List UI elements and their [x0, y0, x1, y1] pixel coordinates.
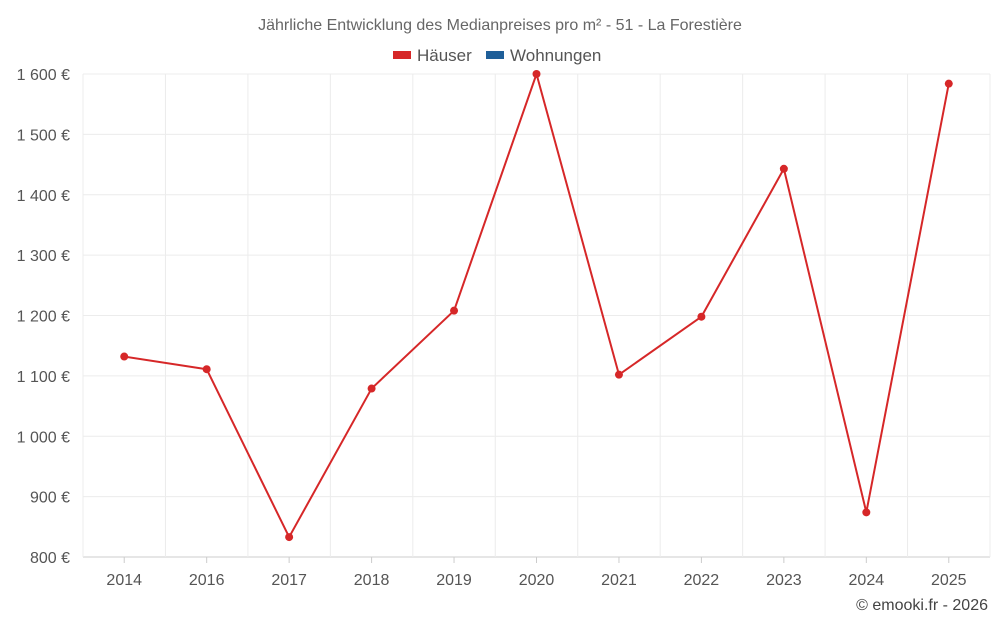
data-point[interactable] [285, 533, 294, 542]
data-point[interactable] [120, 352, 129, 361]
y-tick-label: 1 000 € [17, 429, 70, 446]
data-point[interactable] [532, 70, 541, 78]
x-tick-label: 2024 [849, 572, 885, 589]
y-tick-label: 800 € [30, 550, 70, 567]
data-point[interactable] [697, 312, 706, 321]
x-tick-label: 2022 [684, 572, 720, 589]
x-tick-label: 2017 [271, 572, 307, 589]
x-tick-label: 2020 [519, 572, 555, 589]
x-axis-ticks: 2014 2016 2017 2018 2019 2020 2021 2022 2023 2024… [106, 557, 967, 589]
legend: Häuser Wohnungen [393, 46, 601, 65]
x-tick-label: 2018 [354, 572, 390, 589]
x-tick-label: 2014 [106, 572, 142, 589]
y-tick-label: 1 600 € [17, 67, 70, 84]
data-point[interactable] [202, 365, 211, 374]
legend-item[interactable]: Wohnungen [486, 46, 601, 65]
legend-swatch [393, 51, 411, 59]
y-tick-label: 900 € [30, 490, 70, 507]
grid-lines [82, 73, 991, 558]
y-axis-ticks: 800 € 900 € 1 000 € 1 100 € 1 200 € 1 300 € 1 … [17, 67, 70, 567]
series-layer [120, 70, 953, 542]
y-tick-label: 1 200 € [17, 309, 70, 326]
x-tick-label: 2025 [931, 572, 967, 589]
y-tick-label: 1 400 € [17, 188, 70, 205]
data-point[interactable] [614, 370, 623, 379]
legend-swatch [486, 51, 504, 59]
y-tick-label: 1 500 € [17, 127, 70, 144]
x-tick-label: 2019 [436, 572, 472, 589]
data-point[interactable] [862, 508, 871, 517]
x-tick-label: 2021 [601, 572, 637, 589]
x-tick-label: 2023 [766, 572, 802, 589]
data-point[interactable] [779, 164, 788, 173]
legend-label: Wohnungen [510, 46, 601, 65]
chart-title: Jährliche Entwicklung des Medianpreises … [258, 17, 742, 34]
y-tick-label: 1 100 € [17, 369, 70, 386]
data-point[interactable] [367, 384, 376, 393]
y-tick-label: 1 300 € [17, 248, 70, 265]
data-point[interactable] [944, 79, 953, 88]
x-tick-label: 2016 [189, 572, 225, 589]
legend-label: Häuser [417, 46, 472, 65]
data-point[interactable] [450, 306, 459, 315]
legend-item[interactable]: Häuser [393, 46, 472, 65]
credit-text: © emooki.fr - 2026 [856, 597, 988, 614]
